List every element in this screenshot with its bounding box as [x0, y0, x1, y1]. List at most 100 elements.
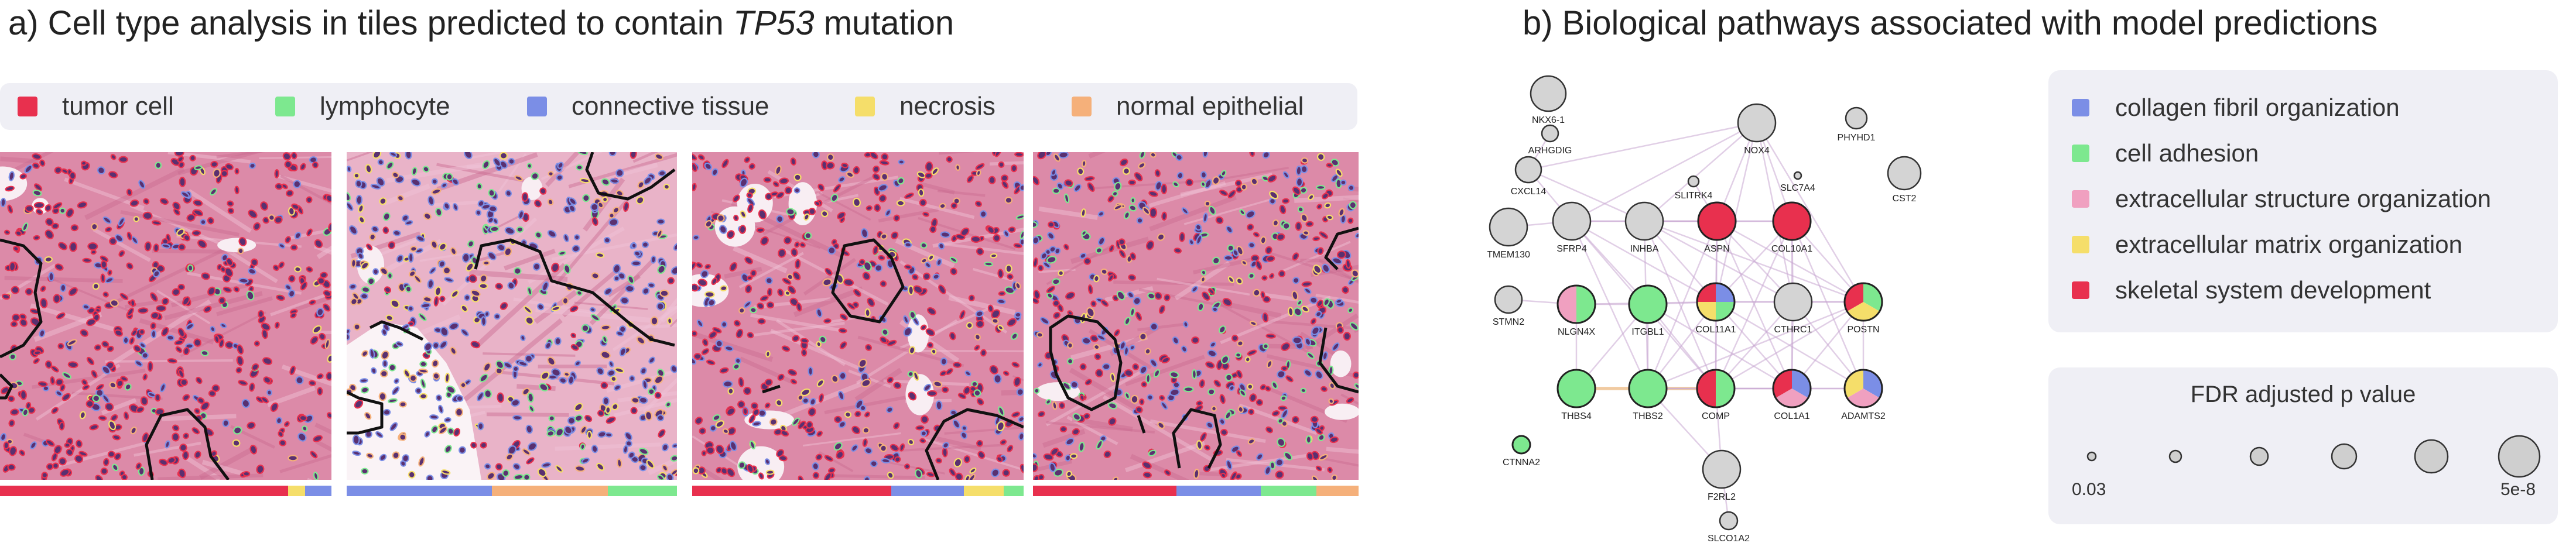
network-edge	[1715, 221, 1793, 389]
network-edge	[1644, 220, 1794, 303]
bar-segment-normal-epithelial	[1316, 486, 1359, 496]
network-edge	[1528, 169, 1645, 222]
bar-segment-lymphocyte	[1261, 486, 1316, 496]
gene-label: CTHRC1	[1774, 325, 1812, 335]
network-edge	[1647, 303, 1792, 390]
gene-label: THBS4	[1561, 411, 1592, 421]
gene-node-col1a1: COL1A1	[1772, 369, 1812, 421]
gene-label: COL10A1	[1771, 244, 1812, 254]
bar-segment-lymphocyte	[1004, 486, 1024, 496]
gene-node-itgbl1: ITGBL1	[1628, 284, 1668, 337]
gene-label: POSTN	[1847, 325, 1879, 335]
network-edge	[1647, 301, 1864, 390]
legend-item-skeletal-system: skeletal system development	[2072, 276, 2431, 304]
tissue-tile-3	[692, 152, 1024, 480]
gene-label: ITGBL1	[1631, 327, 1664, 337]
tile-3-composition-bar	[692, 486, 1024, 496]
gene-label: CTNNA2	[1503, 458, 1540, 468]
gene-node-slco1a2: SLCO1A2	[1708, 511, 1750, 543]
cell-type-legend: tumor cell lymphocyte connective tissue …	[0, 83, 1357, 130]
gene-node-arhgdig: ARHGDIG	[1528, 124, 1572, 156]
bar-segment-connective-tissue	[891, 486, 964, 496]
gene-node-thbs4: THBS4	[1556, 369, 1596, 421]
bar-segment-lymphocyte	[607, 486, 677, 496]
gene-label: F2RL2	[1708, 492, 1736, 502]
bar-segment-tumor-cell	[692, 486, 891, 496]
pvalue-size-scale	[2086, 435, 2541, 478]
network-edge	[1644, 122, 1757, 222]
network-edge	[1715, 301, 1864, 390]
gene-node-col11a1: COL11A1	[1695, 282, 1736, 335]
gene-node-stmn2: STMN2	[1493, 285, 1524, 327]
gene-node-phyhd1: PHYHD1	[1838, 106, 1876, 143]
pvalue-circle-1	[2086, 451, 2097, 462]
gene-label: CST2	[1893, 194, 1917, 204]
legend-item-extracellular-structure: extracellular structure organization	[2072, 185, 2491, 213]
gene-node-aspn: ASPN	[1697, 201, 1737, 254]
gene-label: ADAMTS2	[1841, 411, 1886, 421]
panel-b-title: b) Biological pathways associated with m…	[1523, 4, 2378, 42]
network-edges	[1508, 122, 1865, 521]
legend-swatch	[18, 97, 37, 116]
gene-node-slc7a4: SLC7A4	[1780, 171, 1815, 193]
pvalue-circle-2	[2168, 449, 2182, 463]
gene-node-sfrp4: SFRP4	[1552, 201, 1592, 254]
network-edge	[1756, 122, 1865, 303]
gene-node-col10a1: COL10A1	[1771, 201, 1812, 254]
legend-swatch	[1072, 97, 1092, 116]
pvalue-circle-4	[2331, 443, 2358, 470]
network-edge	[1571, 122, 1757, 222]
gene-node-comp: COMP	[1696, 369, 1736, 421]
gene-node-cthrc1: CTHRC1	[1773, 282, 1813, 335]
gene-label: THBS2	[1633, 411, 1663, 421]
gene-label: STMN2	[1493, 317, 1524, 327]
bar-segment-tumor-cell	[1033, 486, 1176, 496]
legend-swatch	[2072, 190, 2089, 208]
bar-segment-connective-tissue	[1176, 486, 1261, 496]
panel-a-title: a) Cell type analysis in tiles predicted…	[8, 4, 955, 42]
network-edge	[1715, 122, 1758, 303]
gene-label: TMEM130	[1487, 250, 1530, 260]
gene-node-thbs2: THBS2	[1628, 369, 1668, 421]
legend-item-necrosis: necrosis	[855, 83, 995, 130]
gene-label: COL1A1	[1774, 411, 1809, 421]
gene-label: ARHGDIG	[1528, 146, 1572, 156]
gene-node-nox4: NOX4	[1737, 103, 1777, 156]
gene-node-slitrk4: SLITRK4	[1675, 175, 1713, 201]
gene-node-cxcl14: CXCL14	[1511, 156, 1546, 197]
gene-node-tmem130: TMEM130	[1487, 207, 1530, 260]
bar-segment-necrosis	[964, 486, 1004, 496]
gene-label: SFRP4	[1556, 244, 1587, 254]
network-nodes: NKX6-1 ARHGDIG CXCL14 NOX4 PHYHD1 SLITRK4 SLC7…	[1487, 75, 1922, 543]
gene-node-cst2: CST2	[1887, 156, 1922, 204]
legend-swatch	[275, 97, 295, 116]
pvalue-min-label: 0.03	[2072, 480, 2106, 499]
legend-swatch	[2072, 145, 2089, 162]
gene-label: PHYHD1	[1838, 133, 1876, 143]
pvalue-max-label: 5e-8	[2500, 480, 2536, 499]
bar-segment-necrosis	[288, 486, 305, 496]
legend-swatch	[855, 97, 875, 116]
panel-a-title-gene: TP53	[733, 4, 815, 42]
legend-item-tumor-cell: tumor cell	[18, 83, 174, 130]
legend-item-collagen-fibril: collagen fibril organization	[2072, 94, 2400, 122]
gene-node-nkx6-1: NKX6-1	[1530, 75, 1567, 125]
legend-swatch	[527, 97, 547, 116]
gene-label: ASPN	[1704, 244, 1730, 254]
tissue-tile-4	[1033, 152, 1359, 480]
gene-label: COL11A1	[1695, 325, 1736, 335]
bar-segment-connective-tissue	[305, 486, 331, 496]
network-edge	[1643, 221, 1717, 389]
tile-4-composition-bar	[1033, 486, 1359, 496]
legend-swatch	[2072, 99, 2089, 116]
pvalue-legend: FDR adjusted p value 0.03 5e-8	[2048, 367, 2558, 524]
gene-node-postn: POSTN	[1843, 282, 1883, 335]
gene-label: NKX6-1	[1532, 115, 1565, 125]
gene-node-f2rl2: F2RL2	[1702, 449, 1742, 502]
legend-item-cell-adhesion: cell adhesion	[2072, 139, 2259, 167]
legend-item-connective-tissue: connective tissue	[527, 83, 769, 130]
gene-label: SLC7A4	[1780, 183, 1815, 193]
tile-1-composition-bar	[0, 486, 331, 496]
tile-2-composition-bar	[347, 486, 677, 496]
legend-item-lymphocyte: lymphocyte	[275, 83, 450, 130]
